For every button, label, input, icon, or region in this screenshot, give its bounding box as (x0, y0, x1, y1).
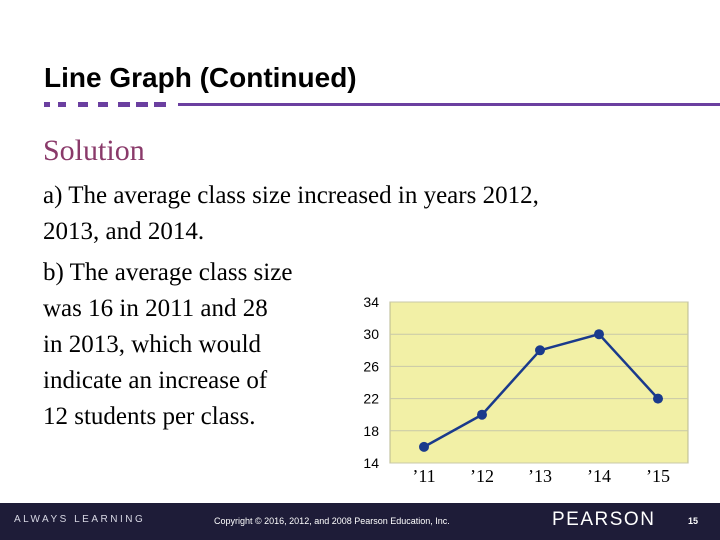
y-tick-label: 34 (363, 294, 379, 310)
underline-dash (154, 102, 166, 107)
data-point (535, 345, 545, 356)
data-points (419, 329, 663, 452)
underline-dash (44, 102, 50, 107)
x-tick-label: ’14 (587, 466, 611, 486)
plot-area (389, 301, 689, 464)
underline-dash (58, 102, 66, 107)
data-point (594, 329, 604, 340)
x-axis-ticks: ’11 ’12 ’13 ’14 ’15 (412, 466, 670, 486)
page-number: 15 (688, 516, 699, 526)
underline-dash (136, 102, 148, 107)
answer-a-line-1: a) The average class size increased in y… (43, 182, 539, 209)
y-tick-label: 30 (363, 326, 379, 342)
underline-dash (98, 102, 108, 107)
y-tick-label: 22 (363, 391, 379, 407)
answer-b-line-4: indicate an increase of (43, 367, 268, 394)
answer-b-line-3: in 2013, which would (43, 331, 262, 358)
y-tick-label: 18 (363, 423, 379, 439)
underline-dash (78, 102, 88, 107)
y-tick-label: 14 (363, 455, 379, 471)
x-tick-label: ’15 (646, 466, 670, 486)
footer-tagline: ALWAYS LEARNING (14, 514, 146, 525)
data-point (653, 393, 663, 404)
answer-b-line-5: 12 students per class. (43, 403, 256, 430)
slide-title: Line Graph (Continued) (44, 62, 357, 93)
y-axis-ticks: 14 18 22 26 30 34 (363, 294, 379, 471)
answer-b-line-2: was 16 in 2011 and 28 (43, 295, 268, 322)
underline-line (178, 103, 720, 106)
grid-lines (390, 301, 688, 464)
data-point (477, 409, 487, 420)
answer-a-line-2: 2013, and 2014. (43, 218, 205, 245)
pearson-logo: PEARSON (552, 509, 656, 530)
x-tick-label: ’13 (528, 466, 552, 486)
solution-heading: Solution (43, 134, 145, 167)
y-tick-label: 26 (363, 358, 379, 374)
answer-b-line-1: b) The average class size (43, 259, 293, 286)
x-tick-label: ’11 (412, 466, 435, 486)
data-point (419, 441, 429, 452)
x-tick-label: ’12 (470, 466, 494, 486)
copyright-text: Copyright © 2016, 2012, and 2008 Pearson… (214, 516, 450, 526)
footer-bar: ALWAYS LEARNING Copyright © 2016, 2012, … (0, 503, 720, 540)
underline-dash (118, 102, 130, 107)
